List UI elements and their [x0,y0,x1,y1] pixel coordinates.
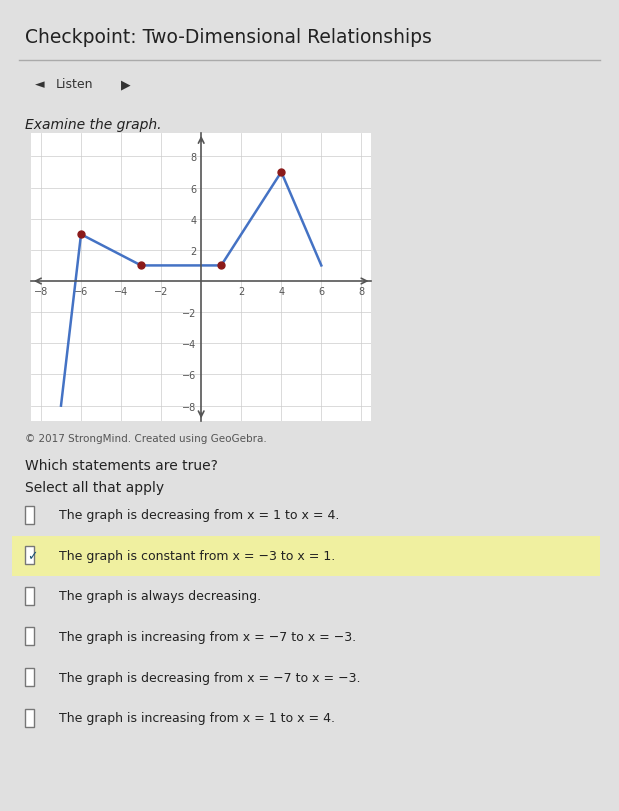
Text: ▶: ▶ [121,78,131,91]
Text: The graph is increasing from x = −7 to x = −3.: The graph is increasing from x = −7 to x… [59,630,356,643]
Text: The graph is increasing from x = 1 to x = 4.: The graph is increasing from x = 1 to x … [59,711,335,724]
Text: Select all that apply: Select all that apply [25,480,164,494]
Text: Examine the graph.: Examine the graph. [25,118,162,131]
Text: The graph is always decreasing.: The graph is always decreasing. [59,590,261,603]
Text: Listen: Listen [56,78,93,91]
Text: The graph is constant from x = −3 to x = 1.: The graph is constant from x = −3 to x =… [59,549,335,562]
Text: ◄: ◄ [35,78,45,91]
Text: The graph is decreasing from x = −7 to x = −3.: The graph is decreasing from x = −7 to x… [59,671,360,684]
Text: © 2017 StrongMind. Created using GeoGebra.: © 2017 StrongMind. Created using GeoGebr… [25,433,267,443]
Text: The graph is decreasing from x = 1 to x = 4.: The graph is decreasing from x = 1 to x … [59,508,339,521]
Text: Checkpoint: Two-Dimensional Relationships: Checkpoint: Two-Dimensional Relationship… [25,28,431,47]
Text: Which statements are true?: Which statements are true? [25,458,218,472]
Text: ✓: ✓ [28,549,38,562]
